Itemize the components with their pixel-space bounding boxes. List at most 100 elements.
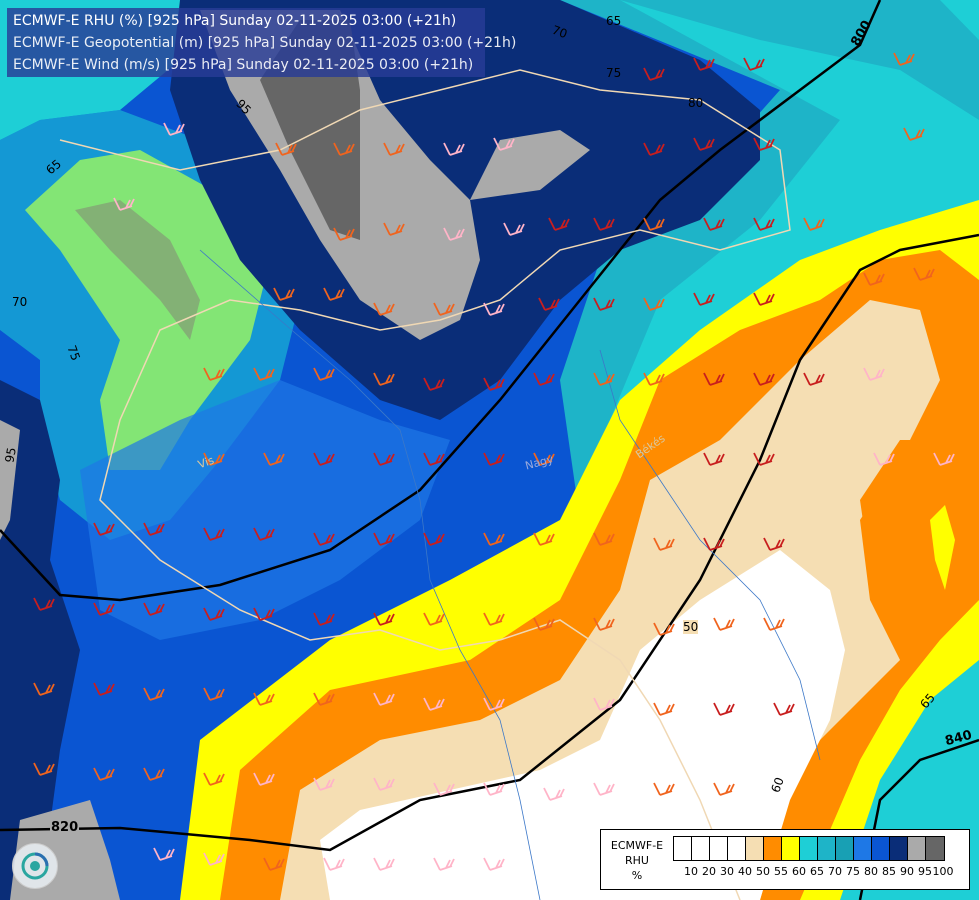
wind-barb-icon (33, 682, 55, 696)
wind-barb-icon (313, 692, 335, 706)
wind-barb-icon (873, 452, 895, 466)
legend-tick-labels: 10 20 30 40 50 55 60 65 70 75 80 85 90 95 100 (673, 865, 969, 881)
wind-barb-icon (253, 607, 275, 621)
wind-barb-icon (753, 137, 775, 151)
legend-swatch (908, 837, 926, 860)
wind-barb-icon (143, 602, 165, 616)
wind-barb-icon (163, 122, 185, 136)
geopotential-contour-800 (0, 0, 882, 602)
wind-barb-icon (533, 617, 555, 631)
legend-tick-label: 60 (792, 865, 806, 878)
wind-barb-icon (653, 782, 675, 796)
rhu-band-70-top (620, 0, 979, 120)
wind-barb-icon (143, 767, 165, 781)
wind-barb-icon (483, 532, 505, 546)
wind-barb-icon (253, 692, 275, 706)
country-border (59, 69, 791, 651)
legend-tick-label: 95 (918, 865, 932, 878)
legend-swatch (872, 837, 890, 860)
wind-barb-icon (323, 857, 345, 871)
wind-barb-icon (703, 217, 725, 231)
legend-swatch (800, 837, 818, 860)
wind-barb-icon (93, 602, 115, 616)
rhu-band-80 (80, 380, 450, 640)
wind-barb-icon (703, 452, 725, 466)
wind-barb-icon (743, 57, 765, 71)
wind-barb-icon (323, 287, 345, 301)
wind-barb-icon (113, 197, 135, 211)
title-rhu: ECMWF-E RHU (%) [925 hPa] Sunday 02-11-2… (13, 13, 457, 29)
wind-barb-icon (423, 532, 445, 546)
rhu-band-90-west (0, 380, 80, 900)
legend-tick-label: 100 (932, 865, 954, 878)
wind-barb-icon (693, 292, 715, 306)
legend-swatch (674, 837, 692, 860)
wind-barb-icon (548, 217, 570, 231)
wind-barb-icon (753, 452, 775, 466)
wind-barb-icon (483, 452, 505, 466)
wind-barb-icon (33, 762, 55, 776)
legend-tick-label: 70 (828, 865, 842, 878)
wind-barb-icon (433, 302, 455, 316)
wind-barb-icon (373, 612, 395, 626)
wind-barb-icon (313, 452, 335, 466)
wind-barb-icon (863, 367, 885, 381)
wind-barb-icon (703, 372, 725, 386)
wind-barb-icon (203, 607, 225, 621)
wind-barb-icon (423, 612, 445, 626)
wind-barb-icon (143, 522, 165, 536)
map-title-box: ECMWF-E RHU (%) [925 hPa] Sunday 02-11-2… (7, 8, 516, 77)
wind-barb-icon (593, 697, 615, 711)
legend-title-variable: RHU (625, 854, 649, 867)
wind-barb-icon (643, 142, 665, 156)
wind-barb-icon (203, 852, 225, 866)
wind-barb-icon (373, 302, 395, 316)
rhu-band-below-50 (320, 550, 845, 900)
wind-barb-icon (863, 272, 885, 286)
wind-barb-icon (643, 217, 665, 231)
wind-barb-icon (773, 702, 795, 716)
wind-barb-icon (538, 297, 560, 311)
wind-barb-icon (803, 372, 825, 386)
wind-barb-icon (593, 617, 615, 631)
wind-barb-icon (443, 142, 465, 156)
legend-title-model: ECMWF-E (610, 839, 664, 852)
legend-title-unit: % (631, 869, 643, 882)
legend-swatch (854, 837, 872, 860)
wind-barb-icon (803, 217, 825, 231)
wind-barb-icon (483, 612, 505, 626)
river (199, 249, 541, 900)
legend-swatch (692, 837, 710, 860)
rhu-legend: ECMWF-E RHU % 10 20 30 40 50 55 60 65 70 75 80 85 90… (600, 829, 970, 890)
rhu-contour-label: 95 (2, 446, 19, 464)
logo-swirl-icon (21, 852, 49, 880)
wind-barb-icon (483, 857, 505, 871)
rhu-contour-label: 75 (606, 66, 622, 80)
rhu-band-95-small (470, 130, 590, 200)
wind-barb-icon (443, 227, 465, 241)
wind-barb-icon (313, 532, 335, 546)
wind-barb-icon (373, 692, 395, 706)
legend-tick-label: 40 (738, 865, 752, 878)
wind-barb-icon (423, 452, 445, 466)
wind-barb-icon (593, 217, 615, 231)
wind-barb-icon (143, 687, 165, 701)
wind-barb-icon (593, 297, 615, 311)
wind-barb-icon (203, 452, 225, 466)
rhu-contour-label: 80 (688, 96, 704, 110)
rhu-band-55-inner (860, 440, 979, 620)
wind-barb-icon (383, 222, 405, 236)
geopotential-label-820: 820 (50, 820, 80, 835)
legend-tick-label: 10 (684, 865, 698, 878)
legend-tick-label: 85 (882, 865, 896, 878)
wind-barb-icon (703, 537, 725, 551)
wind-barb-icon (643, 372, 665, 386)
wind-barb-icon (93, 682, 115, 696)
wind-barb-icon (203, 772, 225, 786)
wind-barb-icon (763, 537, 785, 551)
wind-barb-icon (373, 532, 395, 546)
wind-barb-icon (713, 702, 735, 716)
legend-tick-label: 75 (846, 865, 860, 878)
